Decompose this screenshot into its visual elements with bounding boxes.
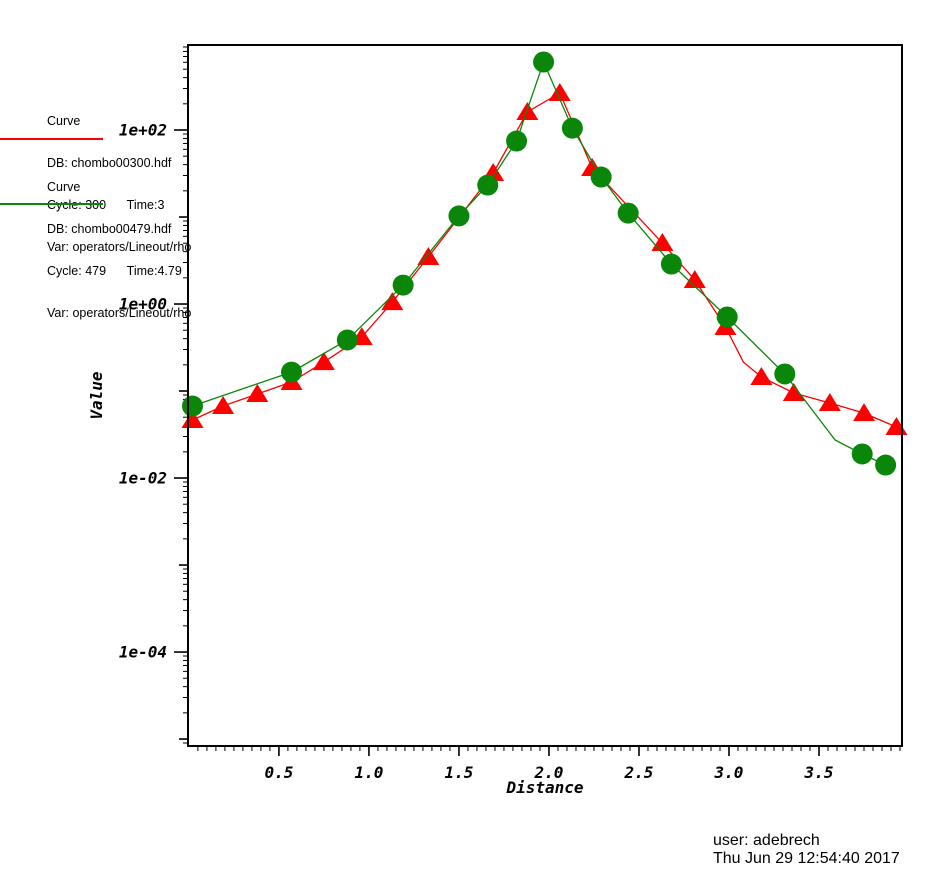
data-point-marker-triangle bbox=[381, 292, 404, 311]
legend-db-label: DB: chombo00479.hdf bbox=[47, 222, 172, 236]
data-point-marker-triangle bbox=[417, 247, 440, 266]
legend-title: Curve bbox=[47, 114, 81, 128]
legend-entry-curve-2: Curve DB: chombo00479.hdf Cycle: 479 Tim… bbox=[47, 152, 191, 348]
data-point-marker-triangle bbox=[651, 233, 674, 252]
legend-entry-curve-1: Curve DB: chombo00300.hdf Cycle: 300 Tim… bbox=[47, 86, 191, 282]
data-point-marker-circle bbox=[336, 329, 358, 351]
x-axis-title: Distance bbox=[505, 778, 583, 797]
data-point-marker-circle bbox=[561, 117, 583, 139]
x-axis-tick-label: 1.0 bbox=[354, 763, 383, 782]
legend-db-label: DB: chombo00300.hdf bbox=[47, 156, 172, 170]
x-axis-ticks bbox=[197, 746, 901, 756]
y-axis-title: Value bbox=[87, 371, 106, 420]
data-point-marker-circle bbox=[506, 130, 528, 152]
data-point-marker-triangle bbox=[750, 366, 773, 385]
legend-cycle-time-label: Cycle: 479 Time:4.79 bbox=[47, 264, 182, 278]
x-axis-tick-label: 3.0 bbox=[714, 763, 744, 782]
legend-title: Curve bbox=[47, 180, 81, 194]
series-1 bbox=[181, 83, 908, 435]
data-point-marker-circle bbox=[182, 395, 204, 417]
data-point-marker-circle bbox=[716, 306, 738, 328]
plot-border bbox=[187, 44, 903, 747]
x-axis-tick-label: 3.5 bbox=[804, 763, 834, 782]
legend-cycle-time-label: Cycle: 300 Time:3 bbox=[47, 198, 165, 212]
footer-user-text: user: adebrech bbox=[713, 832, 820, 849]
data-point-marker-circle bbox=[875, 454, 897, 476]
y-axis-tick-label: 1e-04 bbox=[119, 643, 167, 662]
legend-color-line-red bbox=[0, 138, 103, 140]
series-2 bbox=[182, 51, 897, 476]
data-point-marker-circle bbox=[392, 274, 414, 296]
data-point-marker-circle bbox=[851, 443, 873, 465]
data-point-marker-circle bbox=[774, 363, 796, 385]
data-point-marker-circle bbox=[617, 202, 639, 224]
x-axis-tick-label: 1.5 bbox=[444, 763, 473, 782]
legend-color-line-green bbox=[0, 203, 103, 205]
data-point-marker-triangle bbox=[312, 352, 335, 371]
y-axis-tick-label: 1e+02 bbox=[119, 121, 167, 140]
data-point-marker-triangle bbox=[782, 383, 805, 402]
data-point-marker-circle bbox=[281, 361, 303, 383]
data-point-marker-triangle bbox=[853, 403, 876, 422]
footer-date-text: Thu Jun 29 12:54:40 2017 bbox=[713, 850, 900, 867]
data-point-marker-triangle bbox=[818, 393, 841, 412]
legend-var-label: Var: operators/Lineout/rho bbox=[47, 240, 192, 254]
data-point-marker-circle bbox=[477, 174, 499, 196]
data-point-marker-triangle bbox=[548, 83, 571, 102]
x-axis-tick-label: 2.0 bbox=[534, 763, 564, 782]
data-point-marker-circle bbox=[590, 166, 612, 188]
data-point-marker-triangle bbox=[246, 384, 269, 403]
x-axis-tick-label: 0.5 bbox=[264, 763, 293, 782]
data-point-marker-circle bbox=[448, 205, 470, 227]
curve-line bbox=[192, 60, 886, 466]
data-point-marker-circle bbox=[533, 51, 555, 73]
data-point-marker-triangle bbox=[885, 416, 908, 435]
data-point-marker-triangle bbox=[212, 396, 235, 415]
y-axis-tick-label: 1e-02 bbox=[119, 469, 167, 488]
y-axis-ticks bbox=[174, 46, 188, 744]
data-point-marker-triangle bbox=[683, 269, 706, 288]
x-axis-tick-label: 2.5 bbox=[624, 763, 654, 782]
legend-var-label: Var: operators/Lineout/rho bbox=[47, 306, 192, 320]
data-point-marker-circle bbox=[660, 253, 682, 275]
y-axis-tick-label: 1e+00 bbox=[119, 295, 167, 314]
